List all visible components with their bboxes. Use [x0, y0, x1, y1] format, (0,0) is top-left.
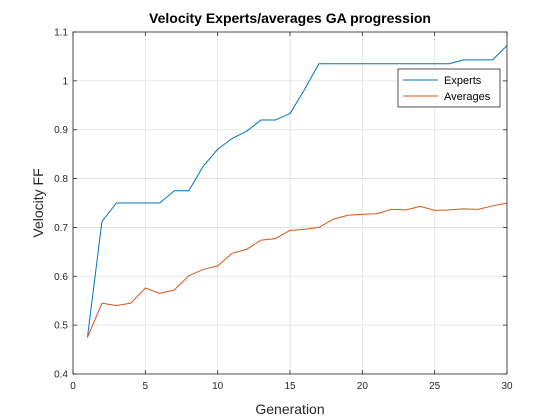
- y-tick-label: 0.4: [54, 370, 68, 381]
- x-tick-label: 30: [501, 381, 513, 392]
- legend-label-averages: Averages: [444, 91, 491, 103]
- x-tick-label: 0: [70, 381, 76, 392]
- ticks: 0 5 10 15 20 25 30 0.4 0.5 0.6 0.7 0.8 0.9 1 1.1: [54, 28, 513, 393]
- legend-box: [397, 68, 501, 108]
- y-tick-label: 0.7: [54, 223, 68, 234]
- chart-title: Velocity Experts/averages GA progression: [149, 10, 431, 26]
- x-tick-label: 5: [143, 381, 149, 392]
- y-tick-label: 0.8: [54, 174, 68, 185]
- y-axis-label: Velocity FF: [30, 168, 46, 237]
- y-tick-label: 1: [62, 76, 68, 87]
- x-tick-label: 20: [357, 381, 369, 392]
- legend-label-experts: Experts: [444, 75, 482, 87]
- y-tick-label: 1.1: [54, 28, 68, 39]
- series-layer: [86, 45, 508, 338]
- series-line-experts: [86, 45, 508, 338]
- y-tick-label: 0.6: [54, 272, 68, 283]
- x-tick-label: 10: [212, 381, 224, 392]
- legend: Experts Averages: [397, 68, 501, 108]
- y-tick-label: 0.9: [54, 125, 68, 136]
- x-tick-label: 15: [284, 381, 296, 392]
- y-tick-label: 0.5: [54, 321, 68, 332]
- series-line-averages: [87, 202, 508, 338]
- x-tick-label: 25: [429, 381, 441, 392]
- x-axis-label: Generation: [255, 401, 324, 417]
